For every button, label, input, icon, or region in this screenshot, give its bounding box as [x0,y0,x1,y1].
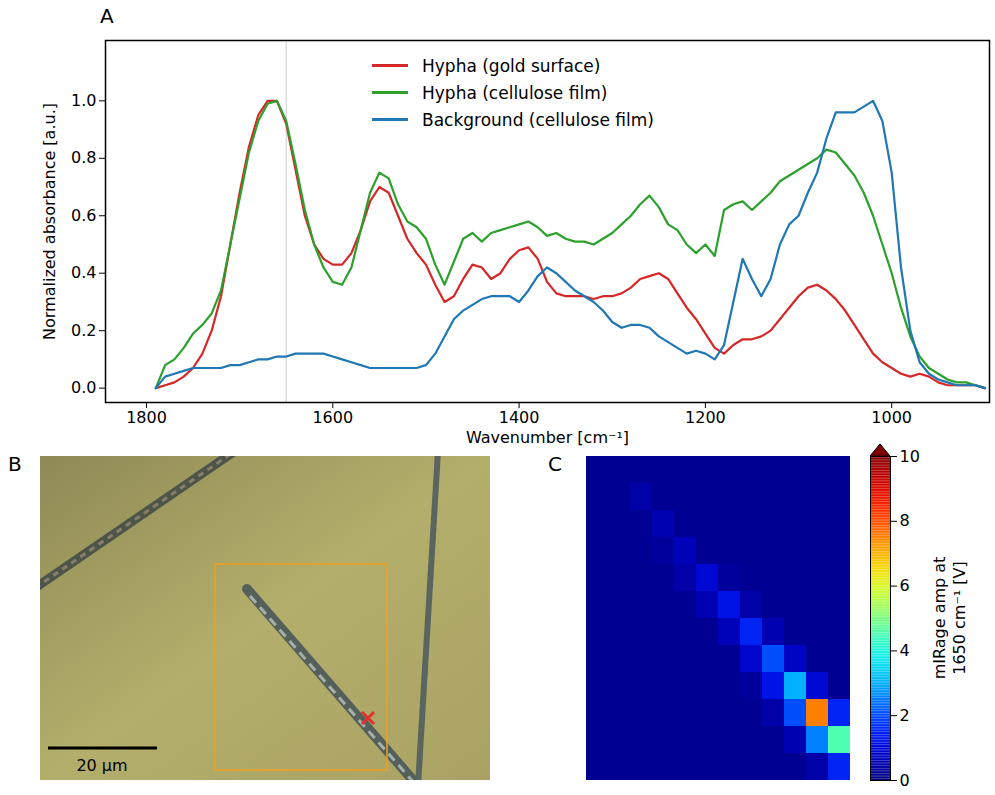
svg-text:10: 10 [900,447,920,466]
svg-text:0.6: 0.6 [71,206,96,225]
svg-text:4: 4 [900,641,910,660]
svg-text:Normalized absorbance [a.u.]: Normalized absorbance [a.u.] [40,103,59,340]
svg-text:1400: 1400 [499,408,540,427]
svg-text:1000: 1000 [871,408,912,427]
svg-text:20 µm: 20 µm [76,756,127,775]
html-text:B: B [8,452,22,476]
html-text:Hypha (gold surface): Hypha (gold surface) [422,55,601,76]
svg-text:0.0: 0.0 [71,378,96,397]
svg-text:1.0: 1.0 [71,91,96,110]
html-text:Background (cellulose film): Background (cellulose film) [422,109,654,130]
svg-text:1200: 1200 [685,408,726,427]
svg-text:6: 6 [900,576,910,595]
svg-text:1800: 1800 [126,408,167,427]
html-text:A: A [100,4,114,28]
svg-text:1600: 1600 [312,408,353,427]
svg-text:0: 0 [900,771,910,790]
svg-text:8: 8 [900,511,910,530]
svg-text:mIRage amp at1650 cm⁻¹ [V]: mIRage amp at1650 cm⁻¹ [V] [930,557,969,680]
svg-text:0.4: 0.4 [71,263,96,282]
svg-text:0.8: 0.8 [71,148,96,167]
html-text:C: C [548,452,562,476]
html-text:Hypha (cellulose film): Hypha (cellulose film) [422,82,608,103]
svg-text:0.2: 0.2 [71,321,96,340]
svg-text:2: 2 [900,706,910,725]
svg-text:Wavenumber [cm⁻¹]: Wavenumber [cm⁻¹] [466,428,629,447]
